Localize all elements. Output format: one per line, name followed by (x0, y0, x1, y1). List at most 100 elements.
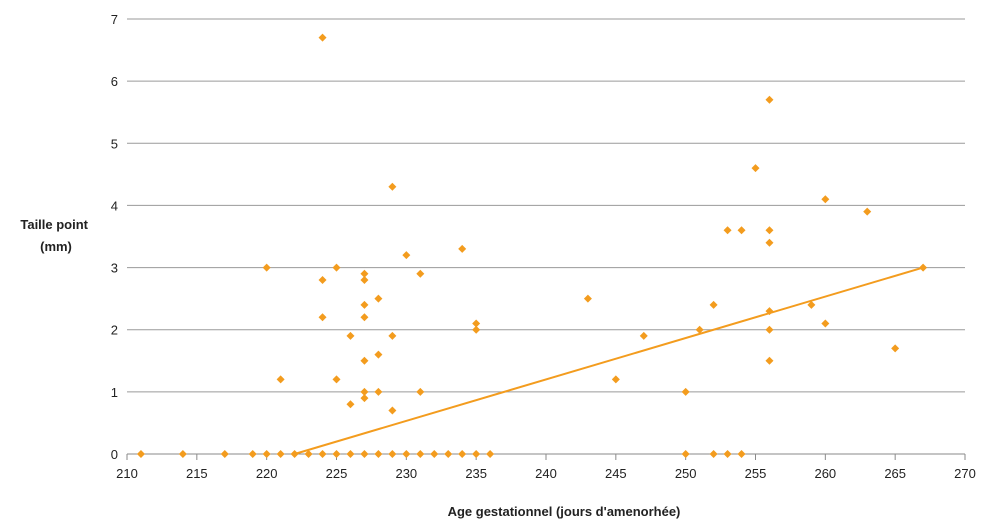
data-point (737, 226, 746, 235)
data-point (262, 263, 271, 272)
data-point (681, 387, 690, 396)
x-tick-label: 225 (326, 466, 348, 481)
data-point (751, 164, 760, 173)
data-point (346, 400, 355, 409)
data-point (318, 313, 327, 322)
data-point (430, 450, 439, 458)
data-point (318, 450, 327, 458)
x-tick-label: 255 (745, 466, 767, 481)
y-axis-title-line-1: Taille point (20, 217, 88, 232)
data-point (346, 450, 355, 458)
data-point (332, 263, 341, 272)
data-point (374, 294, 383, 303)
data-point (458, 450, 467, 458)
data-point (304, 450, 313, 458)
data-point (639, 331, 648, 340)
data-point (360, 356, 369, 365)
y-tick-label: 2 (111, 323, 118, 338)
data-point (709, 300, 718, 309)
data-point (332, 450, 341, 458)
data-point (765, 95, 774, 104)
x-axis-title: Age gestationnel (jours d'amenorhée) (448, 504, 681, 519)
data-point (919, 263, 928, 272)
data-point (388, 450, 397, 458)
data-point (472, 325, 481, 334)
data-point (276, 375, 285, 384)
data-point (737, 450, 746, 458)
data-point (611, 375, 620, 384)
data-point (583, 294, 592, 303)
data-point (360, 387, 369, 396)
data-point (318, 276, 327, 284)
data-point (332, 375, 341, 384)
data-point (765, 226, 774, 235)
data-point (765, 307, 774, 316)
data-point (360, 276, 369, 284)
x-tick-label: 260 (814, 466, 836, 481)
data-point (416, 269, 425, 278)
data-point (891, 344, 900, 353)
data-point (821, 319, 830, 328)
x-tick-label: 265 (884, 466, 906, 481)
data-point (807, 300, 816, 309)
data-points (136, 33, 928, 458)
y-tick-label: 5 (111, 136, 118, 151)
trendline (294, 266, 924, 455)
data-point (402, 251, 411, 260)
x-tick-label: 245 (605, 466, 627, 481)
x-tick-label: 235 (465, 466, 487, 481)
data-point (346, 331, 355, 340)
data-point (681, 450, 690, 458)
data-point (388, 331, 397, 340)
data-point (290, 450, 299, 458)
data-point (220, 450, 229, 458)
data-point (360, 450, 369, 458)
data-point (458, 244, 467, 253)
y-axis-title: Taille point (mm) (20, 217, 91, 254)
data-point (374, 450, 383, 458)
y-tick-label: 1 (111, 385, 118, 400)
y-axis-ticks: 0 1 2 3 4 5 6 7 (111, 12, 118, 462)
data-point (863, 207, 872, 216)
data-point (765, 356, 774, 365)
data-point (402, 450, 411, 458)
data-point (388, 406, 397, 415)
data-point (374, 350, 383, 359)
data-point (360, 269, 369, 278)
x-axis-ticks: 210 215 220 225 230 235 240 245 250 255 260 265 270 (116, 454, 976, 481)
gridlines (127, 18, 965, 393)
data-point (374, 387, 383, 396)
data-point (472, 450, 481, 458)
data-point (178, 450, 187, 458)
y-tick-label: 0 (111, 447, 118, 462)
x-tick-label: 210 (116, 466, 138, 481)
data-point (136, 450, 145, 458)
x-tick-label: 240 (535, 466, 557, 481)
data-point (416, 450, 425, 458)
y-tick-label: 7 (111, 12, 118, 27)
y-tick-label: 3 (111, 261, 118, 276)
data-point (709, 450, 718, 458)
data-point (723, 450, 732, 458)
data-point (262, 450, 271, 458)
data-point (318, 33, 327, 42)
data-point (695, 325, 704, 334)
data-point (486, 450, 495, 458)
data-point (360, 313, 369, 322)
y-axis-title-line-2: (mm) (40, 239, 72, 254)
x-tick-label: 270 (954, 466, 976, 481)
x-tick-label: 250 (675, 466, 697, 481)
x-tick-label: 230 (395, 466, 417, 481)
data-point (248, 450, 257, 458)
data-point (723, 226, 732, 235)
data-point (765, 238, 774, 247)
data-point (444, 450, 453, 458)
data-point (276, 450, 285, 458)
y-tick-label: 4 (111, 198, 118, 213)
data-point (388, 182, 397, 191)
data-point (765, 325, 774, 334)
data-point (472, 319, 481, 328)
x-tick-label: 215 (186, 466, 208, 481)
data-point (821, 195, 830, 204)
